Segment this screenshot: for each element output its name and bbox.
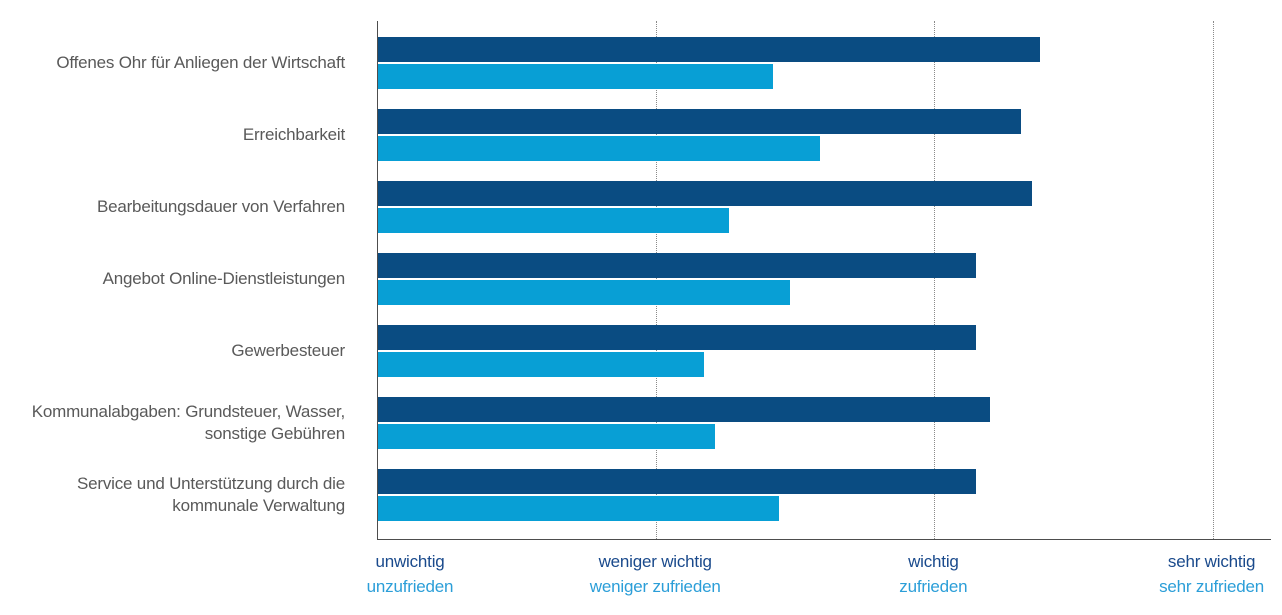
bar-row: [378, 109, 1271, 161]
x-axis-tick-label: weniger wichtig weniger zufrieden: [590, 549, 721, 599]
importance-bar: [378, 37, 1041, 62]
bar-row: [378, 37, 1271, 89]
satisfaction-bar: [378, 424, 715, 449]
bar-rows: [378, 21, 1271, 539]
satisfaction-bar: [378, 280, 790, 305]
x-axis-labels: unwichtig unzufrieden weniger wichtig wenig…: [367, 549, 1270, 605]
plot-area: [377, 21, 1271, 540]
importance-tick-text: weniger wichtig: [598, 552, 712, 571]
category-label: Angebot Online-Dienstleistungen: [102, 268, 346, 288]
importance-tick-text: unwichtig: [375, 552, 445, 571]
satisfaction-bar: [378, 136, 821, 161]
importance-bar: [378, 181, 1032, 206]
importance-bar: [378, 253, 977, 278]
importance-bar: [378, 397, 990, 422]
bar-row: [378, 397, 1271, 449]
satisfaction-tick-text: weniger zufrieden: [589, 577, 721, 596]
category-label: Kommunalabgaben: Grundsteuer, Wasser, so…: [31, 401, 345, 443]
gridline: [1212, 21, 1214, 539]
category-label: Bearbeitungsdauer von Verfahren: [96, 196, 345, 216]
satisfaction-tick-text: sehr zufrieden: [1159, 577, 1265, 596]
category-label: Service und Unterstützung durch die komm…: [77, 473, 345, 515]
satisfaction-bar: [378, 496, 779, 521]
x-axis-tick-label: unwichtig unzufrieden: [367, 549, 454, 599]
category-label: Offenes Ohr für Anliegen der Wirtschaft: [56, 52, 345, 72]
importance-bar: [378, 325, 977, 350]
bar-row: [378, 469, 1271, 521]
gridline: [934, 21, 936, 539]
x-axis-tick-label: wichtig zufrieden: [899, 549, 967, 599]
category-label: Erreichbarkeit: [242, 124, 345, 144]
satisfaction-tick-text: unzufrieden: [366, 577, 454, 596]
importance-bar: [378, 469, 977, 494]
satisfaction-tick-text: zufrieden: [899, 577, 968, 596]
category-label-column: Offenes Ohr für Anliegen der Wirtschaft E…: [0, 21, 345, 539]
bar-row: [378, 325, 1271, 377]
satisfaction-bar: [378, 208, 729, 233]
satisfaction-bar: [378, 64, 773, 89]
bar-row: [378, 181, 1271, 233]
category-label: Gewerbesteuer: [231, 340, 345, 360]
x-axis-tick-label: sehr wichtig sehr zufrieden: [1159, 549, 1264, 599]
importance-bar: [378, 109, 1021, 134]
bar-row: [378, 253, 1271, 305]
importance-tick-text: sehr wichtig: [1167, 552, 1256, 571]
satisfaction-bar: [378, 352, 704, 377]
importance-tick-text: wichtig: [908, 552, 959, 571]
